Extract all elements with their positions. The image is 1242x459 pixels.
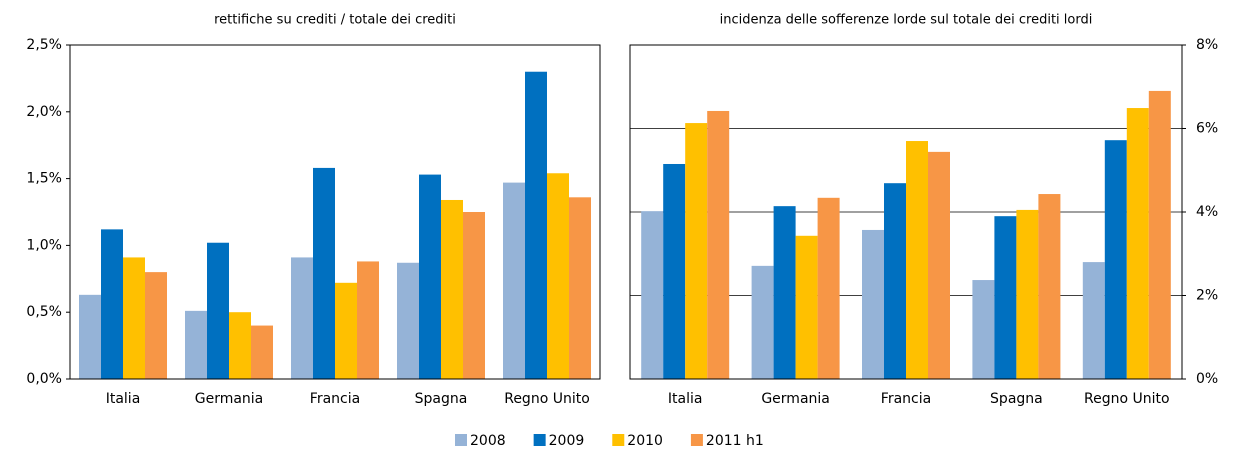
bar — [463, 212, 485, 379]
bar — [419, 174, 441, 379]
bar — [397, 262, 419, 379]
x-tick-label: Regno Unito — [1084, 391, 1170, 407]
legend-label: 2011 h1 — [706, 433, 764, 449]
legend-swatch — [612, 434, 625, 446]
plot-frame — [629, 44, 1183, 380]
bar — [707, 110, 730, 379]
legend-label: 2009 — [549, 433, 585, 449]
bar — [251, 325, 273, 379]
y-tick-label: 2% — [1196, 288, 1218, 304]
y-tick-label: 2,5% — [26, 37, 62, 53]
bar — [663, 163, 686, 379]
x-tick-label: Italia — [106, 391, 141, 407]
chart-title: rettifiche su crediti / totale dei credi… — [214, 13, 456, 28]
bar — [79, 294, 101, 379]
bar — [357, 261, 379, 379]
chart-title: incidenza delle sofferenze lorde sul tot… — [720, 13, 1093, 28]
bar — [817, 197, 840, 379]
x-tick-label: Regno Unito — [504, 391, 590, 407]
bar — [685, 123, 708, 379]
x-tick-label: Spagna — [415, 391, 468, 407]
x-tick-label: Italia — [668, 391, 703, 407]
y-tick-label: 1,5% — [26, 171, 62, 187]
bar — [291, 257, 313, 379]
x-tick-label: Francia — [881, 391, 931, 407]
legend-swatch — [533, 434, 546, 446]
y-tick-label: 1,0% — [26, 237, 62, 253]
bar — [1082, 262, 1105, 379]
legend-swatch — [690, 434, 703, 446]
bar — [101, 229, 123, 379]
bar — [1126, 108, 1149, 379]
bar — [207, 242, 229, 379]
y-tick-label: 0% — [1196, 371, 1218, 387]
bar — [185, 310, 207, 379]
bar — [1016, 209, 1039, 379]
bar — [441, 199, 463, 379]
bar — [547, 173, 569, 379]
bar — [1148, 90, 1171, 380]
x-tick-label: Germania — [195, 391, 264, 407]
bar — [972, 280, 995, 379]
y-tick-label: 4% — [1196, 204, 1218, 220]
bar — [994, 216, 1017, 379]
x-tick-label: Spagna — [990, 391, 1043, 407]
bar — [906, 141, 928, 379]
plot-frame — [69, 44, 601, 380]
bar — [928, 151, 950, 379]
bar — [1104, 140, 1127, 379]
bar — [313, 167, 335, 379]
bar — [123, 257, 145, 379]
bar — [229, 312, 251, 379]
bar — [862, 229, 884, 379]
legend-label: 2008 — [470, 433, 506, 449]
bar — [773, 206, 796, 379]
y-tick-label: 2,0% — [26, 104, 62, 120]
y-tick-label: 8% — [1196, 37, 1218, 53]
bar — [569, 197, 591, 379]
bar — [335, 282, 357, 379]
bar — [795, 235, 818, 379]
x-tick-label: Francia — [310, 391, 360, 407]
x-tick-label: Germania — [761, 391, 830, 407]
y-tick-label: 0,0% — [26, 371, 62, 387]
bar — [641, 211, 664, 379]
y-tick-label: 0,5% — [26, 304, 62, 320]
bar — [503, 182, 525, 379]
legend-label: 2010 — [627, 433, 663, 449]
bar — [751, 265, 774, 379]
y-tick-label: 6% — [1196, 121, 1218, 137]
bar — [525, 71, 547, 379]
bar — [1038, 194, 1061, 379]
legend-swatch — [455, 434, 467, 446]
bar — [884, 183, 906, 379]
bar — [145, 272, 167, 379]
